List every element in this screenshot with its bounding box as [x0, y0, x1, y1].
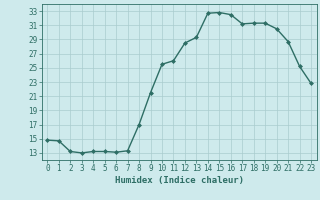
X-axis label: Humidex (Indice chaleur): Humidex (Indice chaleur)	[115, 176, 244, 185]
